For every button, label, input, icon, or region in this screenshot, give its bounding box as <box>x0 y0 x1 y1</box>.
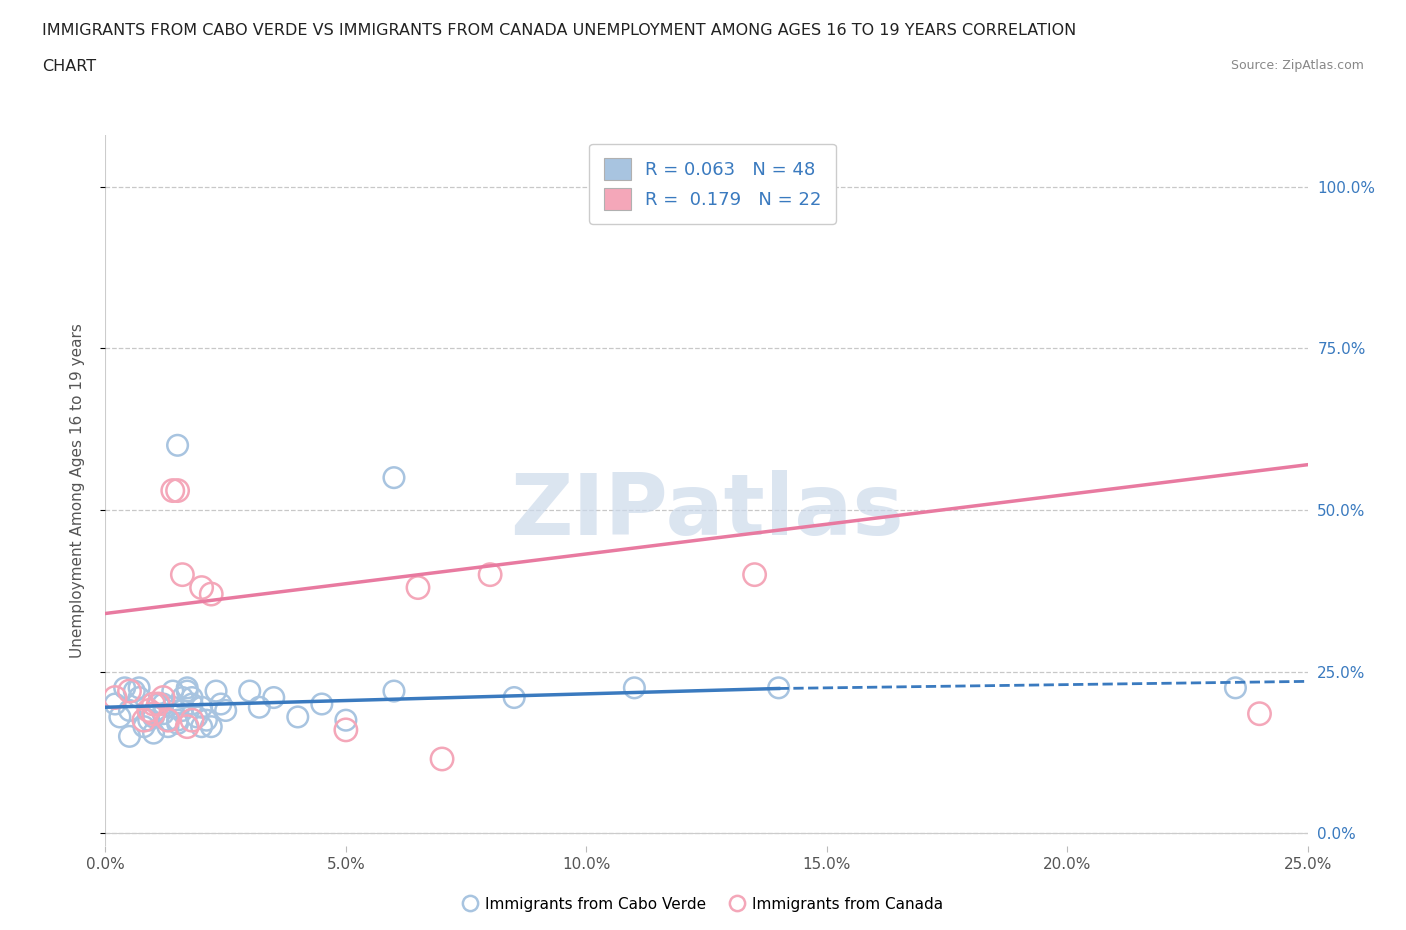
Point <box>142 710 165 724</box>
Point <box>132 712 155 727</box>
Point <box>166 438 188 453</box>
Point <box>132 719 155 734</box>
Point <box>176 719 198 734</box>
Point <box>142 697 165 711</box>
Point <box>114 681 136 696</box>
Point <box>148 697 170 711</box>
Point <box>172 567 194 582</box>
Point <box>239 684 262 698</box>
Point <box>479 567 502 582</box>
Point <box>118 684 141 698</box>
Point <box>152 706 174 721</box>
Point <box>108 710 131 724</box>
Legend: R = 0.063   N = 48, R =  0.179   N = 22: R = 0.063 N = 48, R = 0.179 N = 22 <box>589 144 837 224</box>
Point <box>118 729 141 744</box>
Point <box>156 712 179 727</box>
Point <box>148 697 170 711</box>
Point <box>172 690 194 705</box>
Y-axis label: Unemployment Among Ages 16 to 19 years: Unemployment Among Ages 16 to 19 years <box>70 323 84 658</box>
Point <box>335 723 357 737</box>
Point <box>205 684 228 698</box>
Point <box>166 716 188 731</box>
Point <box>181 697 204 711</box>
Point <box>263 690 285 705</box>
Point <box>287 710 309 724</box>
Point <box>142 706 165 721</box>
Point <box>1249 706 1271 721</box>
Text: IMMIGRANTS FROM CABO VERDE VS IMMIGRANTS FROM CANADA UNEMPLOYMENT AMONG AGES 16 : IMMIGRANTS FROM CABO VERDE VS IMMIGRANTS… <box>42 23 1077 38</box>
Point <box>190 719 212 734</box>
Point <box>162 699 184 714</box>
Text: ZIPatlas: ZIPatlas <box>509 471 904 553</box>
Point <box>503 690 526 705</box>
Point <box>768 681 790 696</box>
Point <box>176 684 198 698</box>
Point <box>200 587 222 602</box>
Point <box>209 697 232 711</box>
Point <box>156 719 179 734</box>
Point <box>623 681 645 696</box>
Point <box>382 684 405 698</box>
Point <box>200 719 222 734</box>
Point <box>186 710 208 724</box>
Point <box>124 684 146 698</box>
Point <box>190 580 212 595</box>
Text: CHART: CHART <box>42 59 96 73</box>
Point <box>162 484 184 498</box>
Point <box>430 751 453 766</box>
Point <box>166 712 188 727</box>
Point <box>166 484 188 498</box>
Point <box>382 471 405 485</box>
Point <box>172 703 194 718</box>
Point <box>138 703 160 718</box>
Point <box>176 681 198 696</box>
Point <box>142 725 165 740</box>
Point <box>104 690 127 705</box>
Point <box>1225 681 1247 696</box>
Point <box>152 690 174 705</box>
Point <box>214 703 236 718</box>
Point <box>128 681 150 696</box>
Point <box>138 712 160 727</box>
Point <box>128 690 150 705</box>
Point <box>190 699 212 714</box>
Point <box>335 712 357 727</box>
Point <box>118 703 141 718</box>
Point <box>152 697 174 711</box>
Point <box>744 567 766 582</box>
Text: Source: ZipAtlas.com: Source: ZipAtlas.com <box>1230 59 1364 72</box>
Point <box>311 697 333 711</box>
Point <box>181 712 204 727</box>
Point <box>247 699 270 714</box>
Point <box>104 697 127 711</box>
Point <box>156 712 179 727</box>
Point <box>181 690 204 705</box>
Point <box>162 684 184 698</box>
Legend: Immigrants from Cabo Verde, Immigrants from Canada: Immigrants from Cabo Verde, Immigrants f… <box>457 891 949 918</box>
Point <box>195 712 218 727</box>
Point <box>406 580 429 595</box>
